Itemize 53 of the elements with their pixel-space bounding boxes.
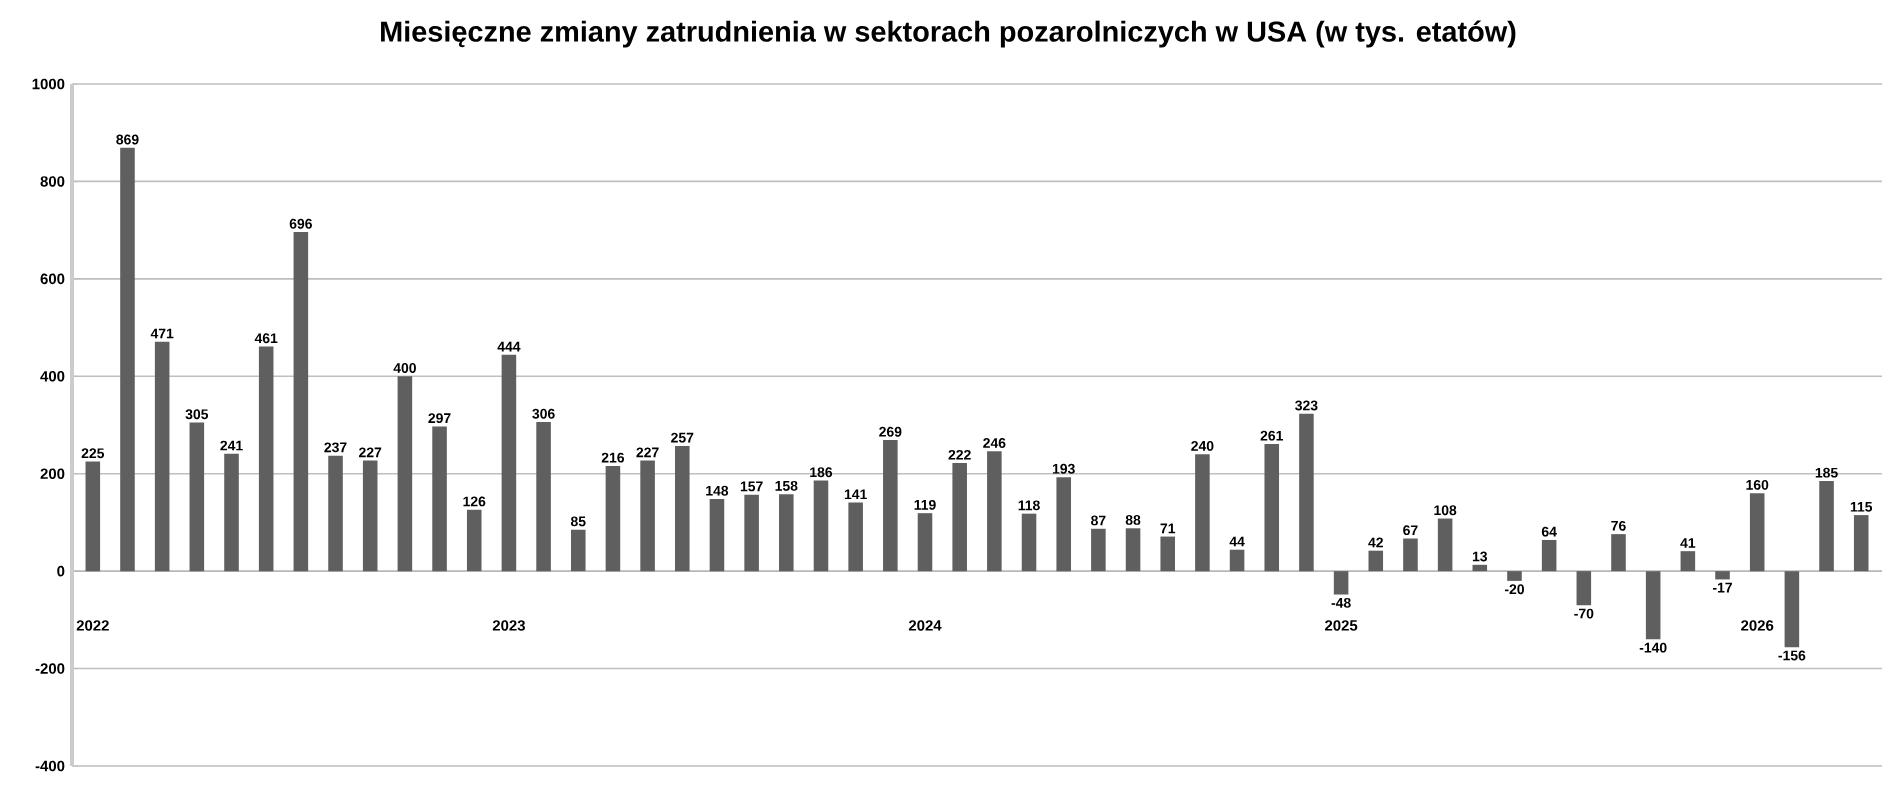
- bar: [189, 422, 205, 572]
- bar: [1056, 477, 1071, 572]
- bar: [1368, 550, 1384, 572]
- bar: [1645, 571, 1661, 640]
- bar: [1853, 515, 1869, 572]
- bar: [1541, 539, 1557, 572]
- bar: [570, 529, 586, 572]
- bar: [1229, 549, 1245, 572]
- chart-title: Miesięczne zmiany zatrudnienia w sektorach pozarolniczych w USA (w tys. etatów): [381, 20, 1516, 48]
- bar: [675, 445, 690, 572]
- bar: [709, 499, 725, 572]
- bar: [224, 453, 239, 572]
- bar: [1091, 528, 1106, 572]
- bar: [501, 354, 517, 572]
- bar: [1403, 538, 1418, 572]
- bar: [432, 426, 447, 572]
- bar: [1299, 413, 1314, 572]
- bar: [1333, 571, 1349, 595]
- bar: [258, 346, 274, 572]
- bar: [952, 462, 967, 572]
- bar: [85, 461, 101, 572]
- bar: [328, 455, 343, 572]
- bar: [987, 451, 1002, 572]
- bar: [1125, 528, 1141, 572]
- bar: [640, 460, 655, 572]
- bar: [293, 232, 309, 572]
- bar: [466, 509, 482, 572]
- bar: [1264, 443, 1280, 572]
- bar: [1784, 571, 1800, 648]
- bar: [779, 494, 794, 572]
- bar: [883, 440, 898, 572]
- bar: [848, 502, 863, 572]
- bar: [1715, 571, 1730, 580]
- bar: [1819, 481, 1834, 572]
- bar: [1576, 571, 1592, 606]
- bar: [1749, 493, 1765, 572]
- bar: [154, 341, 170, 572]
- bar: [1507, 571, 1522, 581]
- bar: [397, 376, 413, 572]
- bar: [1160, 536, 1176, 572]
- bar: [1437, 518, 1453, 572]
- bar: [744, 494, 759, 572]
- bar: [917, 513, 933, 572]
- bar: [605, 465, 621, 572]
- bar: [536, 422, 551, 572]
- bar: [362, 460, 378, 572]
- bar: [1611, 534, 1626, 572]
- bar: [1021, 513, 1037, 572]
- bar: [1680, 551, 1696, 572]
- bar: [813, 480, 829, 572]
- bar: [120, 147, 135, 572]
- bar: [1195, 454, 1210, 572]
- bar: [1472, 564, 1488, 572]
